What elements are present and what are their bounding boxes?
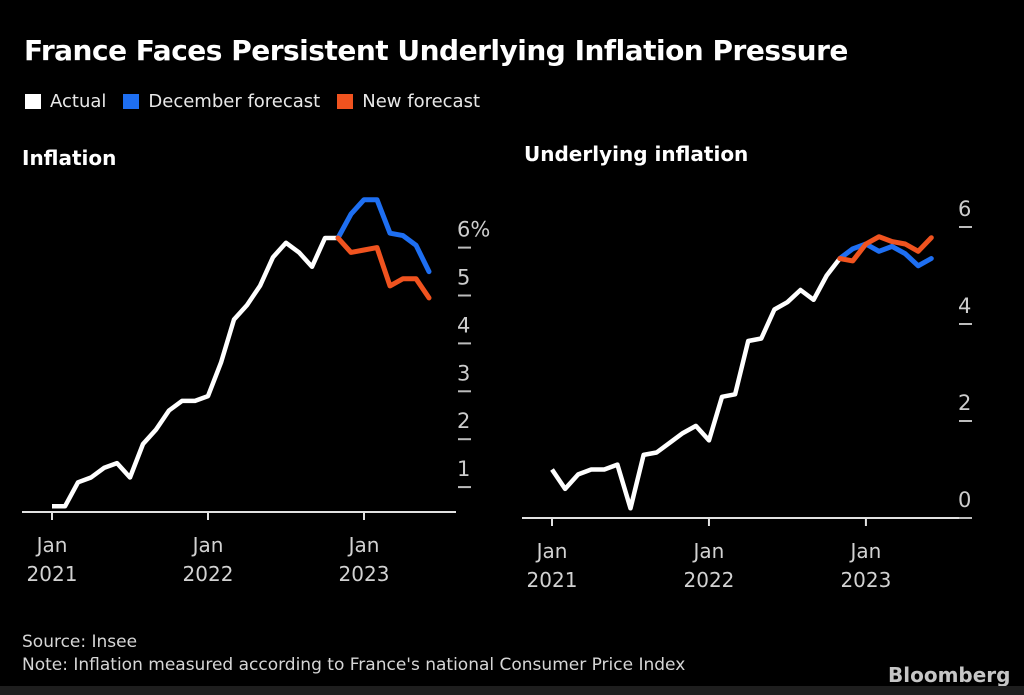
x-tick-label-year: 2023 [339,562,390,586]
inflation-chart: Jan 2021 Jan 2022 Jan 2023 6% 5 4 3 2 1 [22,197,490,586]
x-tick-label-month: Jan [191,533,224,557]
series-december-forecast [837,241,934,269]
legend-item-december-forecast: December forecast [123,91,320,112]
x-tick-label-month: Jan [535,539,568,563]
y-tick-label: 6% [457,218,490,242]
legend-label-december-forecast: December forecast [148,91,321,112]
x-tick-label-month: Jan [848,539,881,563]
series-december-forecast [335,197,432,275]
y-tick-label: 4 [457,313,470,337]
left-chart-title: Inflation [22,146,117,170]
page-title: France Faces Persistent Underlying Infla… [24,34,848,67]
bloomberg-logo: Bloomberg [888,663,1011,687]
y-tick-label: 4 [958,294,971,318]
series-actual [52,235,338,509]
series-new-forecast [335,235,432,301]
legend-swatch-december-forecast [123,94,140,109]
x-tick-label-year: 2021 [27,562,78,586]
legend: Actual December forecast New forecast [25,91,480,112]
x-tick-label-month: Jan [692,539,725,563]
legend-swatch-new-forecast [337,94,354,109]
x-tick-label-year: 2022 [684,568,735,592]
y-tick-label: 0 [958,488,971,512]
series-actual [550,257,842,511]
x-tick-label-month: Jan [35,533,68,557]
y-tick-label: 3 [457,361,470,385]
y-tick-label: 5 [457,266,470,290]
underlying-inflation-chart: Jan 2021 Jan 2022 Jan 2023 6 4 2 0 [522,197,972,592]
right-chart-title: Underlying inflation [524,142,749,166]
x-tick-label-year: 2023 [840,568,891,592]
note-line: Note: Inflation measured according to Fr… [22,655,686,675]
y-tick-label: 2 [457,409,470,433]
legend-item-actual: Actual [25,91,106,112]
y-tick-label: 1 [457,457,470,481]
y-tick-label: 6 [958,197,971,221]
source-line: Source: Insee [22,632,138,652]
x-tick-label-year: 2022 [183,562,234,586]
footer-strip [0,686,1024,695]
x-tick-label-year: 2021 [527,568,578,592]
legend-swatch-actual [25,94,41,109]
legend-item-new-forecast: New forecast [337,91,480,112]
legend-label-new-forecast: New forecast [362,91,481,112]
legend-label-actual: Actual [50,91,107,112]
series-new-forecast [837,234,934,264]
y-tick-label: 2 [958,391,971,415]
x-tick-label-month: Jan [347,533,380,557]
